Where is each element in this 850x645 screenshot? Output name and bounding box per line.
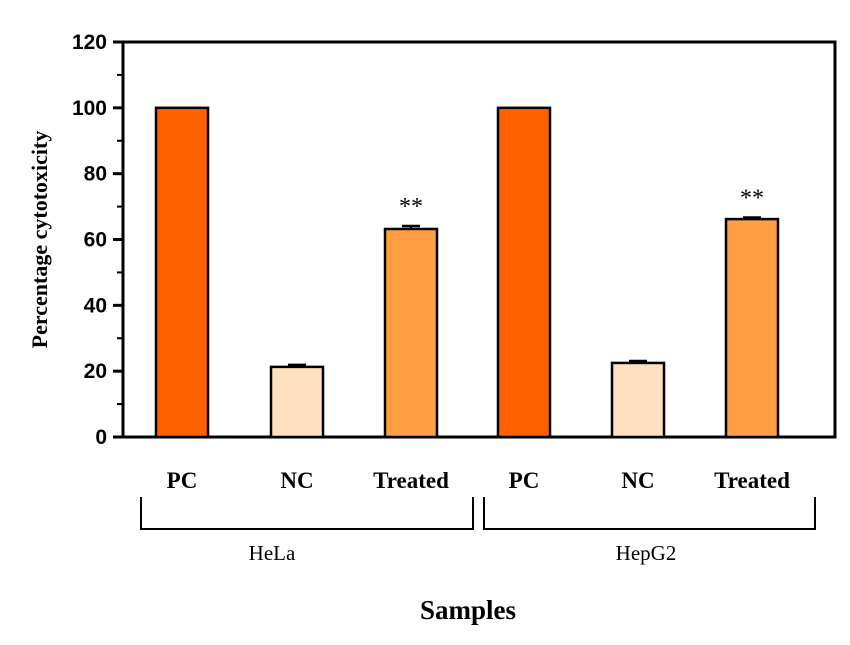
bar-hela-pc: [154, 106, 210, 439]
y-tick-label: 100: [72, 97, 107, 120]
bar-hela-treated: [383, 227, 439, 439]
bar-hepg2-nc: [610, 361, 666, 439]
group-label-hepg2: HepG2: [616, 541, 677, 565]
group-label-hela: HeLa: [249, 541, 296, 565]
significance-annotation: **: [399, 194, 423, 220]
bar-hepg2-pc: [496, 106, 552, 439]
x-category-label: NC: [621, 468, 654, 493]
group-bracket-hepg2: [483, 497, 816, 530]
labels: 0 20 40 60 80 100 120 PC NC ** Treated HeLa PC NC ** Tr…: [72, 31, 790, 565]
x-category-label: PC: [167, 468, 198, 493]
y-tick-label: 80: [84, 163, 107, 186]
bars: [154, 106, 780, 439]
y-axis-title: Percentage cytotoxicity: [27, 131, 52, 349]
bar-hela-nc: [269, 365, 325, 439]
bar-hepg2-treated: [724, 217, 780, 439]
y-tick-label: 60: [84, 229, 107, 252]
x-category-label: Treated: [714, 468, 790, 493]
x-axis-title: Samples: [420, 595, 516, 625]
group-bracket-hela: [140, 497, 474, 530]
y-tick-label: 0: [95, 426, 107, 449]
x-category-label: Treated: [373, 468, 449, 493]
axes: [113, 40, 837, 530]
y-tick-label: 20: [84, 360, 107, 383]
x-category-label: PC: [509, 468, 540, 493]
x-category-label: NC: [280, 468, 313, 493]
y-tick-label: 40: [84, 294, 107, 317]
y-tick-label: 120: [72, 31, 107, 54]
significance-annotation: **: [740, 185, 764, 211]
